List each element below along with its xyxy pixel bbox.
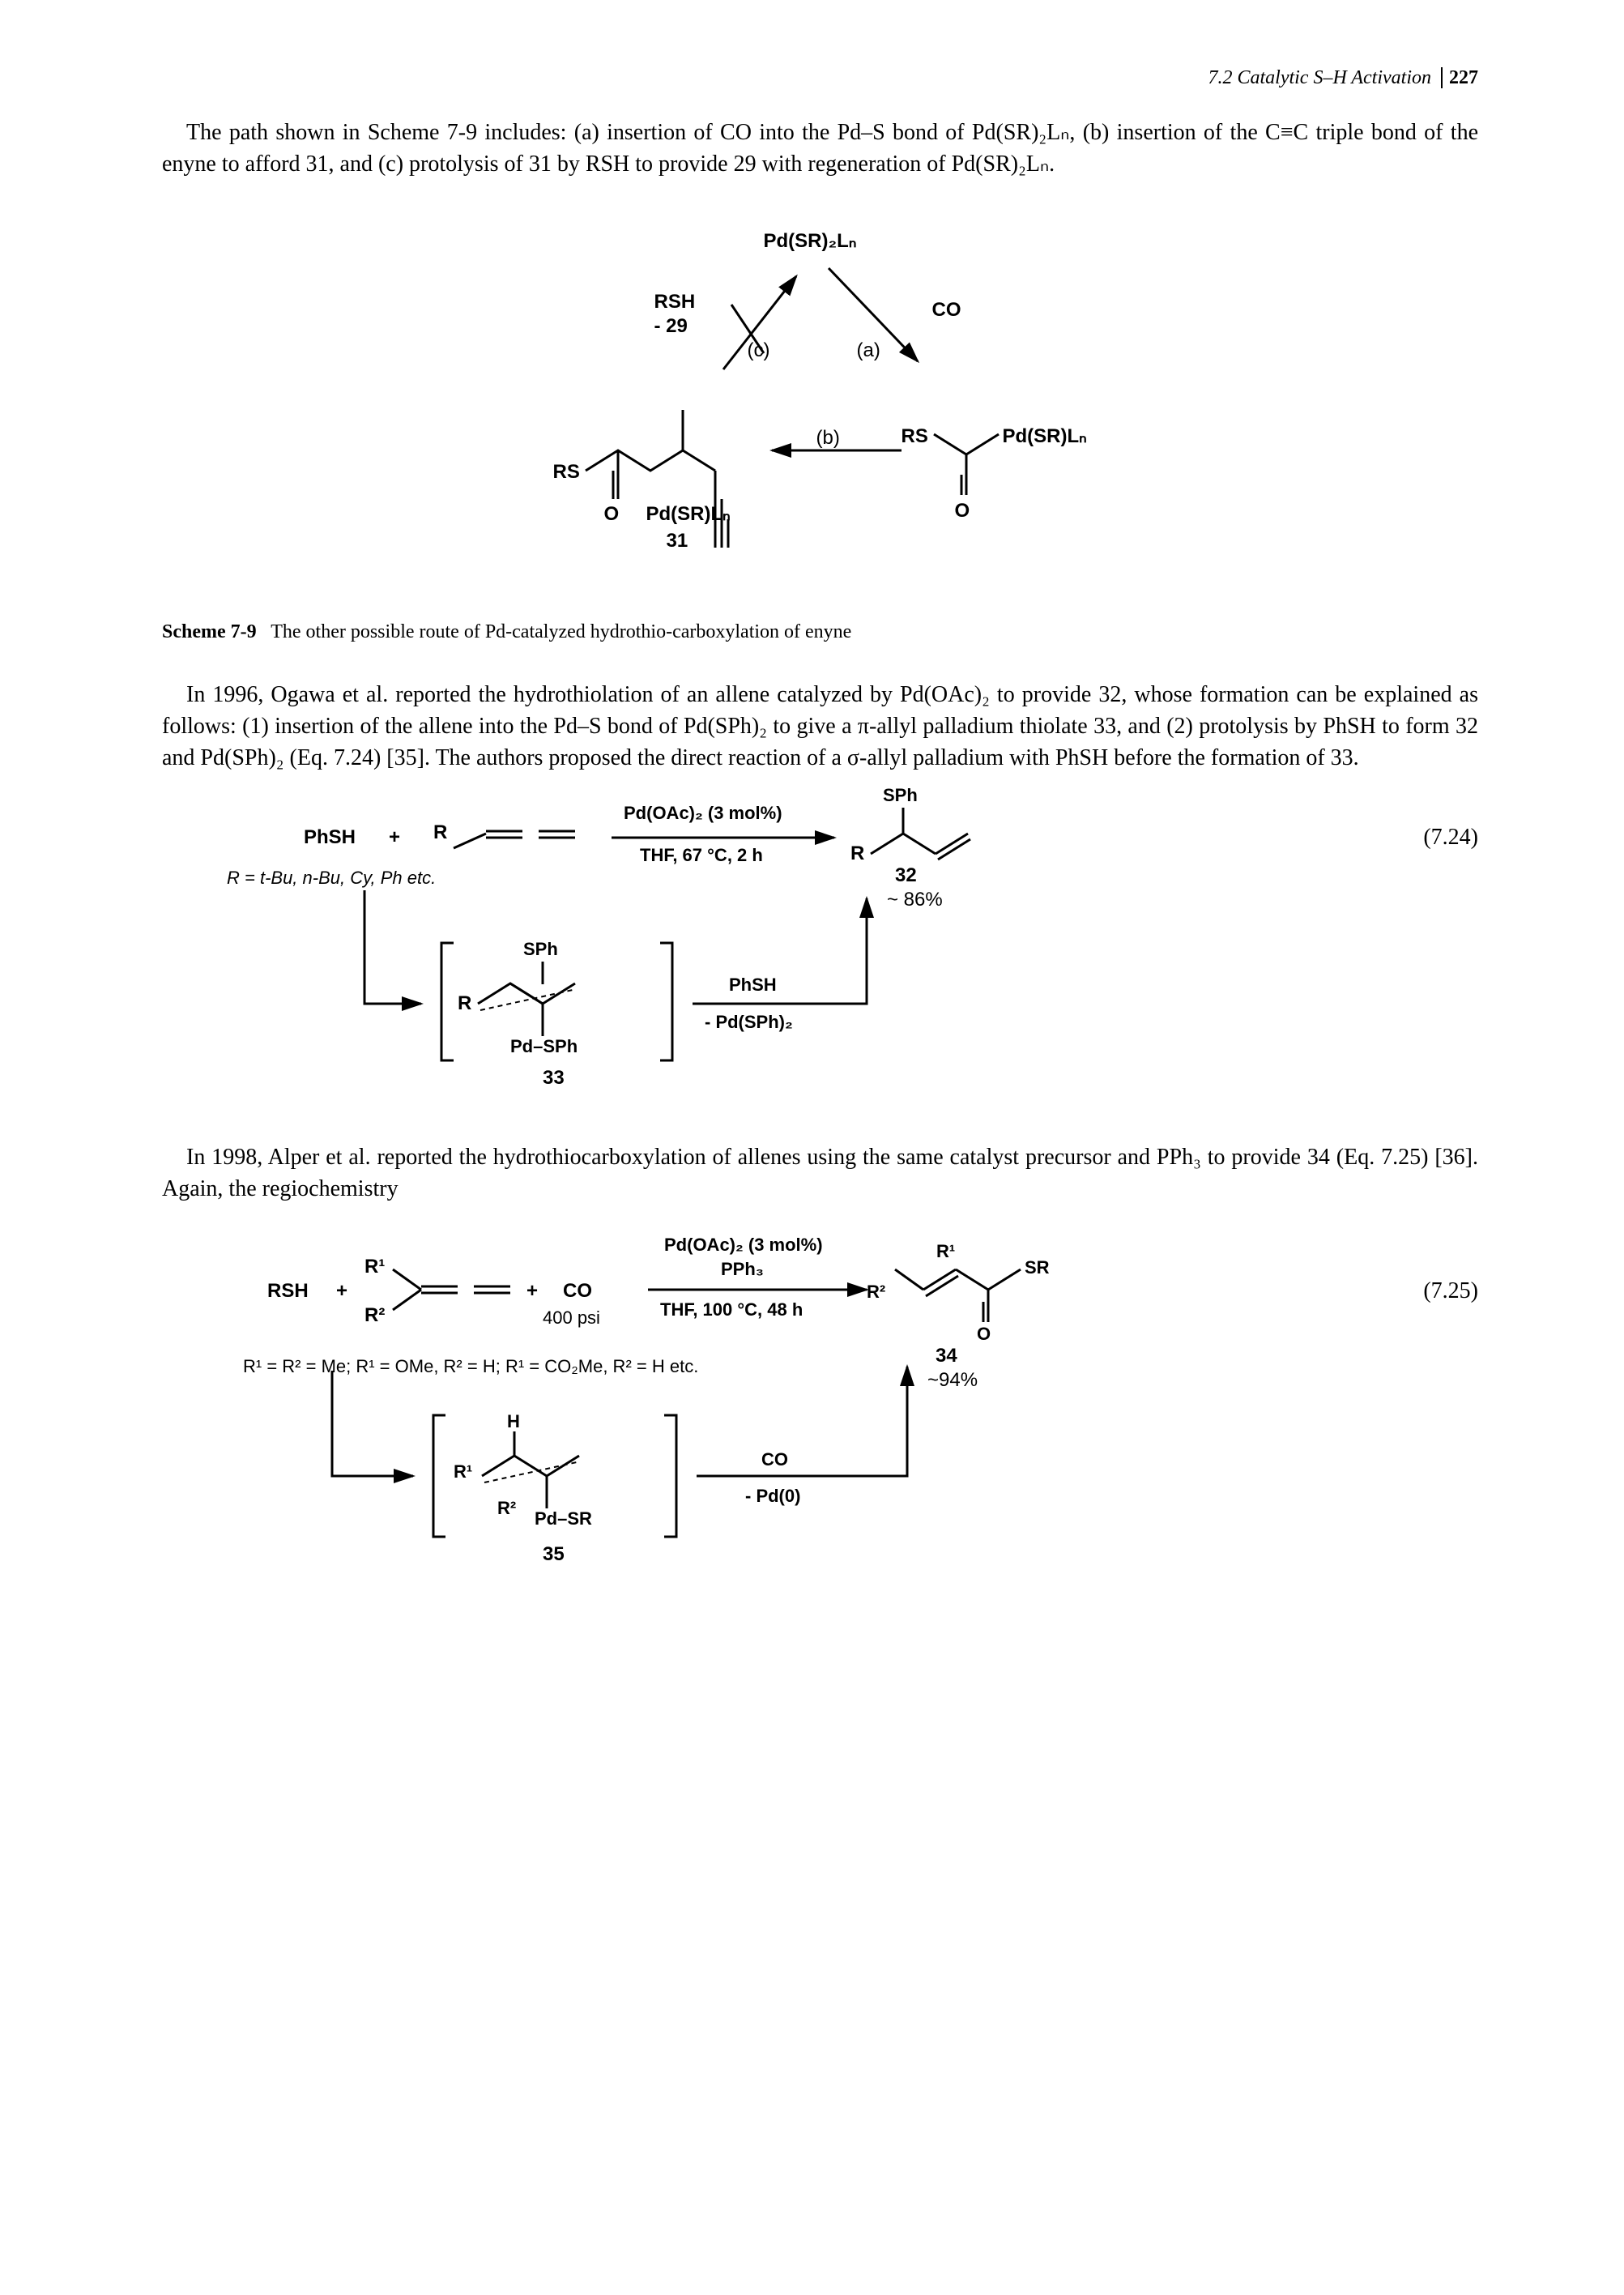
e724-num: (7.24) bbox=[1423, 821, 1478, 853]
s79-rs-right: RS bbox=[902, 423, 928, 450]
paragraph-3: In 1998, Alper et al. reported the hydro… bbox=[162, 1141, 1478, 1205]
e725-rsh: RSH bbox=[267, 1278, 309, 1305]
scheme-label: Scheme 7-9 bbox=[162, 621, 257, 642]
s79-c: (c) bbox=[748, 337, 770, 365]
eq-7-24: PhSH + R R = t-Bu, n-Bu, Cy, Ph etc. Pd(… bbox=[162, 793, 1478, 1133]
s79-a: (a) bbox=[857, 337, 880, 365]
e725-intPdSR: Pd–SR bbox=[535, 1507, 592, 1532]
e724-intSph: SPh bbox=[523, 937, 558, 962]
s79-top: Pd(SR)₂Lₙ bbox=[764, 228, 857, 255]
e725-plus1: + bbox=[336, 1278, 347, 1305]
s79-minus29: - 29 bbox=[654, 313, 688, 340]
scheme-7-9-diagram: Pd(SR)₂Lₙ RSH - 29 CO (a) (b) (c) RS O P… bbox=[497, 199, 1144, 604]
e724-phsh2: PhSH bbox=[729, 973, 777, 998]
e725-intR1: R¹ bbox=[454, 1460, 472, 1485]
e725-psi: 400 psi bbox=[543, 1306, 600, 1331]
e725-intR2: R² bbox=[497, 1496, 516, 1521]
scheme-7-9-caption: Scheme 7-9 The other possible route of P… bbox=[162, 619, 1478, 646]
e725-co: CO bbox=[563, 1278, 592, 1305]
e725-pr1: R¹ bbox=[936, 1239, 955, 1265]
scheme-caption-text: The other possible route of Pd-catalyzed… bbox=[271, 621, 851, 642]
e724-cond: THF, 67 °C, 2 h bbox=[640, 843, 763, 868]
e725-costep: CO bbox=[761, 1448, 788, 1473]
e725-po: O bbox=[977, 1322, 991, 1347]
e724-plus: + bbox=[389, 824, 400, 851]
e724-rnote: R = t-Bu, n-Bu, Cy, Ph etc. bbox=[227, 866, 436, 891]
paragraph-2: In 1996, Ogawa et al. reported the hydro… bbox=[162, 679, 1478, 774]
e724-prodR: R bbox=[850, 840, 864, 868]
scheme-7-9-svg bbox=[497, 199, 1144, 604]
e725-r2: R² bbox=[364, 1302, 385, 1329]
e725-rnote: R¹ = R² = Me; R¹ = OMe, R² = H; R¹ = CO₂… bbox=[243, 1354, 698, 1380]
e724-cat: Pd(OAc)₂ (3 mol%) bbox=[624, 801, 782, 826]
eq-7-25: RSH + R¹ R² + CO 400 psi Pd(OAc)₂ (3 mol… bbox=[162, 1225, 1478, 1606]
e725-pph3: PPh₃ bbox=[721, 1257, 764, 1282]
s79-co: CO bbox=[932, 296, 961, 324]
page-number: 227 bbox=[1441, 67, 1478, 88]
section-title: 7.2 Catalytic S–H Activation bbox=[1208, 67, 1431, 88]
e724-sph: SPh bbox=[883, 783, 918, 808]
s79-rs-left: RS bbox=[553, 459, 580, 486]
e724-32: 32 bbox=[895, 862, 917, 889]
e724-minuspd: - Pd(SPh)₂ bbox=[705, 1010, 793, 1035]
s79-31: 31 bbox=[667, 527, 688, 555]
e725-35: 35 bbox=[543, 1541, 565, 1568]
s79-o-left: O bbox=[604, 501, 620, 528]
s79-b: (b) bbox=[816, 424, 840, 452]
paragraph-1: The path shown in Scheme 7-9 includes: (… bbox=[162, 117, 1478, 180]
e725-num: (7.25) bbox=[1423, 1275, 1478, 1307]
e724-phsh: PhSH bbox=[304, 824, 356, 851]
e725-34: 34 bbox=[936, 1342, 957, 1370]
s79-pd-left: Pd(SR)Lₙ bbox=[646, 501, 731, 528]
page-header: 7.2 Catalytic S–H Activation 227 bbox=[162, 65, 1478, 92]
e724-yield: ~ 86% bbox=[887, 886, 943, 914]
e724-R: R bbox=[433, 819, 447, 847]
e725-pr2: R² bbox=[867, 1280, 885, 1305]
e724-intPd: Pd–SPh bbox=[510, 1034, 578, 1060]
e725-cat: Pd(OAc)₂ (3 mol%) bbox=[664, 1233, 823, 1258]
e724-33: 33 bbox=[543, 1064, 565, 1092]
s79-rsh: RSH bbox=[654, 288, 696, 316]
e725-yield: ~94% bbox=[927, 1367, 978, 1394]
e725-r1: R¹ bbox=[364, 1253, 385, 1281]
s79-o-right: O bbox=[955, 497, 970, 525]
s79-pd-right: Pd(SR)Lₙ bbox=[1003, 423, 1087, 450]
e725-minuspd: - Pd(0) bbox=[745, 1484, 800, 1509]
e725-cond: THF, 100 °C, 48 h bbox=[660, 1298, 803, 1323]
e724-intR: R bbox=[458, 990, 471, 1017]
e725-psr: SR bbox=[1025, 1256, 1050, 1281]
e725-intH: H bbox=[507, 1410, 520, 1435]
e725-plus2: + bbox=[526, 1278, 538, 1305]
